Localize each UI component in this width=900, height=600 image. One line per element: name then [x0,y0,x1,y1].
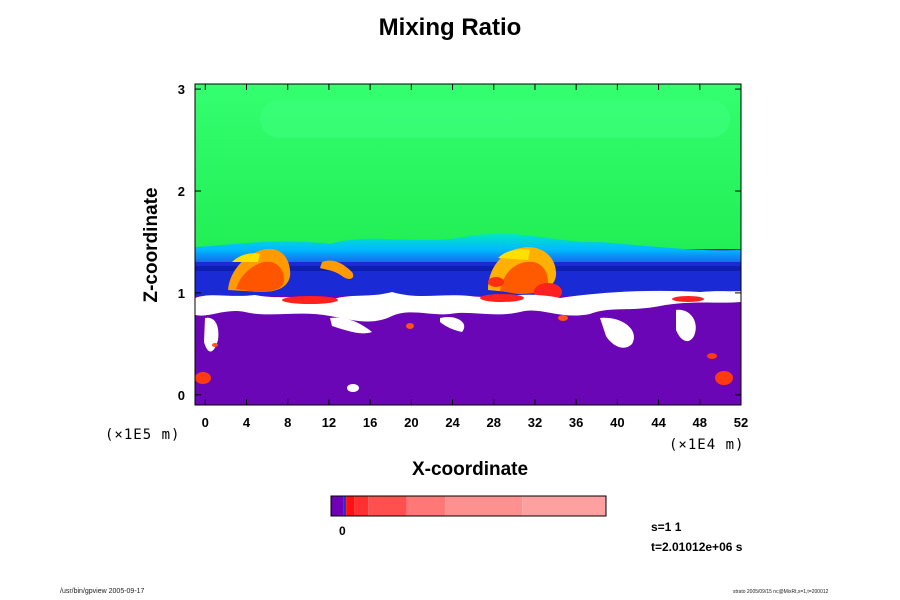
spot-e [558,315,568,321]
y-tick-label-2: 2 [178,184,185,199]
cloud-patch-e [676,309,696,342]
cloud-patch-d [600,317,634,348]
y-axis-label: Z-coordinate [141,187,162,302]
x-tick-label-11: 44 [651,415,666,430]
plume-east-top [498,249,530,260]
x-tick-label-1: 4 [243,415,251,430]
plot-frame [194,83,742,406]
colorbar-segment-4 [368,496,407,516]
spot-f [212,343,218,347]
lens-d [488,277,504,287]
colorbar-segment-5 [406,496,446,516]
spot-b [715,371,733,385]
y-tick-label-1: 1 [178,286,185,301]
x-tick-label-9: 36 [569,415,583,430]
filament-a [320,260,354,279]
inversion-band-line [195,266,741,271]
colorbar-segment-6 [445,496,523,516]
transition-layer-region [195,233,741,266]
colorbar [331,496,606,516]
x-tick-label-3: 12 [322,415,336,430]
x-unit-label: (×1E4 m) [669,437,745,453]
spot-c [707,353,717,359]
cloud-layer-region [195,290,741,322]
x-tick-label-10: 40 [610,415,624,430]
x-axis-label: X-coordinate [411,459,529,480]
y-tick-label-0: 0 [178,388,185,403]
contour-field [195,84,741,405]
step-annotation: s=1 1 [651,520,682,534]
cloud-patch-c [440,316,465,332]
x-tick-label-2: 8 [284,415,291,430]
x-tick-label-0: 0 [202,415,209,430]
colorbar-segment-0 [331,496,344,516]
spot-d [406,323,414,329]
y-unit-label: (×1E5 m) [105,427,181,443]
colorbar-frame [330,495,607,517]
lens-b [480,294,524,302]
cloud-patch-b [330,317,372,334]
x-tick-label-6: 24 [445,415,460,430]
x-tick-label-5: 20 [404,415,418,430]
colorbar-segment-3 [354,496,369,516]
y-axis: 0 1 2 3 [178,82,741,403]
x-tick-label-13: 52 [734,415,748,430]
footer-right: strato 2005/09/15 nc@MixRt,x=1,t=200012 [733,589,829,595]
chart-title: Mixing Ratio [378,14,522,41]
colorbar-tick-label: 0 [339,524,346,538]
x-tick-label-4: 16 [363,415,377,430]
plume-west-top [232,253,260,262]
plume-west-core [236,261,284,292]
x-axis: 0 4 8 12 16 20 24 28 32 36 40 44 48 52 [202,84,748,430]
colorbar-segment-7 [522,496,606,516]
lens-c [672,296,704,302]
plume-east-core [500,261,548,294]
time-annotation: t=2.01012e+06 s [651,540,743,554]
y-tick-label-3: 3 [178,82,185,97]
footer-left: /usr/bin/gpview 2005-09-17 [60,588,145,595]
lens-a [282,296,338,304]
x-tick-label-12: 48 [693,415,707,430]
colorbar-segment-1 [343,496,347,516]
upper-layer-band [260,100,730,138]
x-tick-label-8: 32 [528,415,542,430]
spot-a [195,372,211,384]
x-tick-label-7: 28 [487,415,501,430]
colorbar-segment-2 [346,496,355,516]
cloud-patch-f [347,384,359,392]
